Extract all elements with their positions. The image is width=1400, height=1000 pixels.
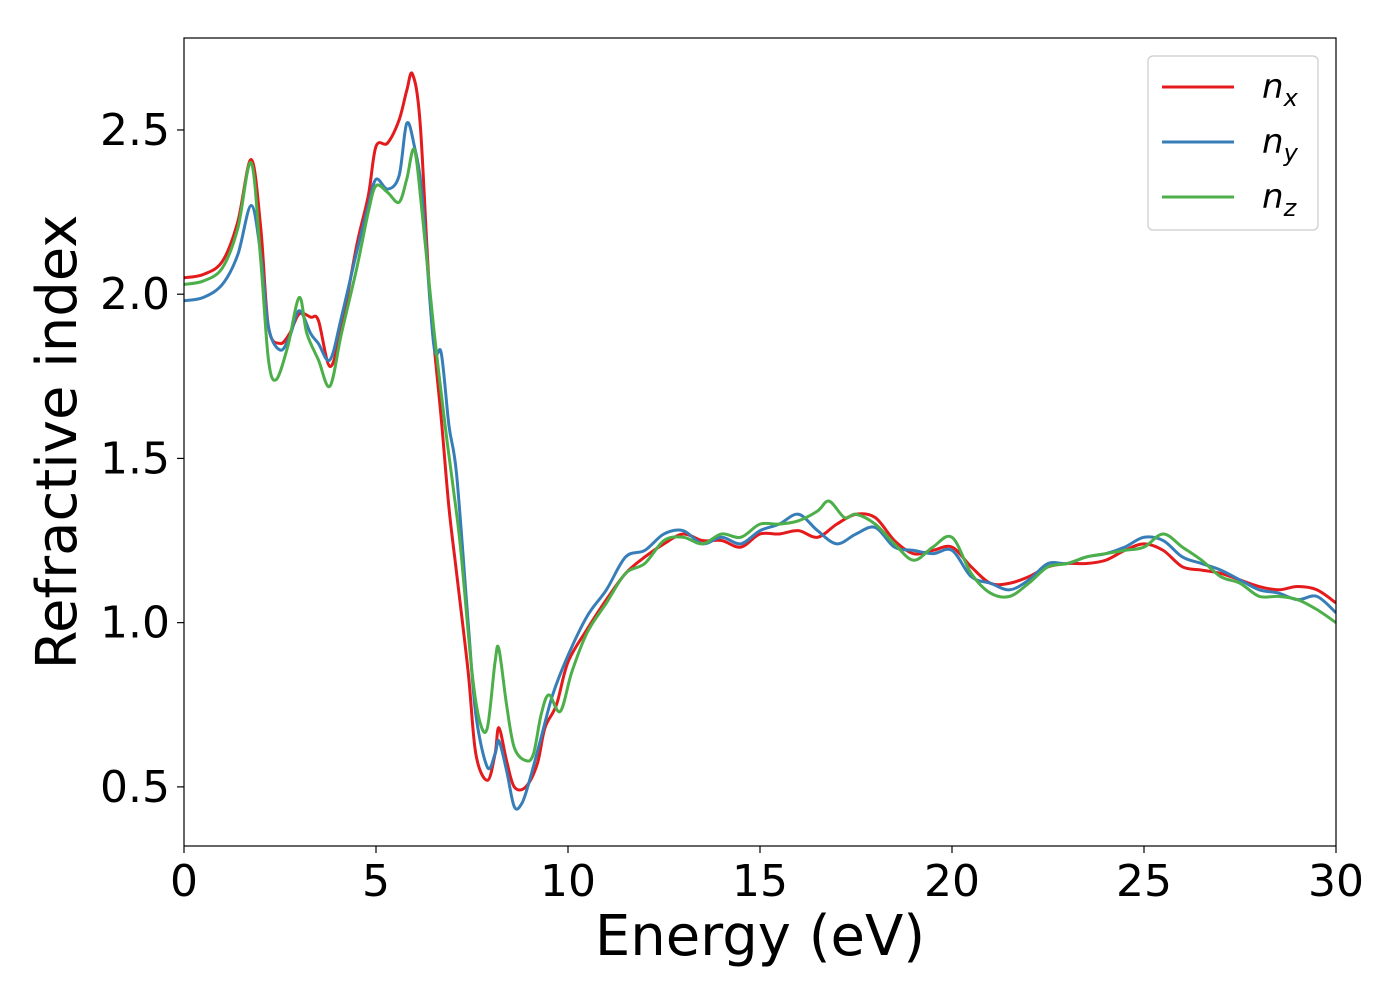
x-tick-label: 0 (170, 856, 198, 907)
plot-area (184, 38, 1336, 846)
y-tick-label: 0.5 (100, 762, 170, 813)
legend-entry-subscript: x (1283, 84, 1299, 112)
legend-entry-name: n (1262, 177, 1284, 217)
y-tick-label: 1.0 (100, 598, 170, 649)
y-tick-label: 2.0 (100, 269, 170, 320)
series-line-nz (184, 147, 1336, 763)
x-tick-label: 10 (540, 856, 596, 907)
x-tick-label: 15 (732, 856, 788, 907)
x-axis: 0 5 10 15 20 25 30 (170, 846, 1364, 907)
legend-entry: ny (1262, 122, 1299, 167)
x-tick-label: 5 (362, 856, 390, 907)
legend-entry-name: n (1262, 122, 1284, 162)
legend-entry-name: n (1262, 67, 1284, 107)
x-axis-label: Energy (eV) (595, 904, 925, 969)
legend-entry-subscript: z (1283, 194, 1298, 222)
legend-entry: nz (1262, 177, 1298, 222)
y-tick-label: 2.5 (100, 105, 170, 156)
y-axis: 0.5 1.0 1.5 2.0 2.5 (100, 105, 184, 813)
legend-entry-subscript: y (1283, 139, 1299, 167)
x-tick-label: 25 (1116, 856, 1172, 907)
y-tick-label: 1.5 (100, 433, 170, 484)
y-axis-label: Refractive index (25, 215, 90, 670)
series-layer (184, 71, 1336, 811)
x-tick-label: 20 (924, 856, 980, 907)
legend-entry: nx (1262, 67, 1299, 112)
x-tick-label: 30 (1308, 856, 1364, 907)
